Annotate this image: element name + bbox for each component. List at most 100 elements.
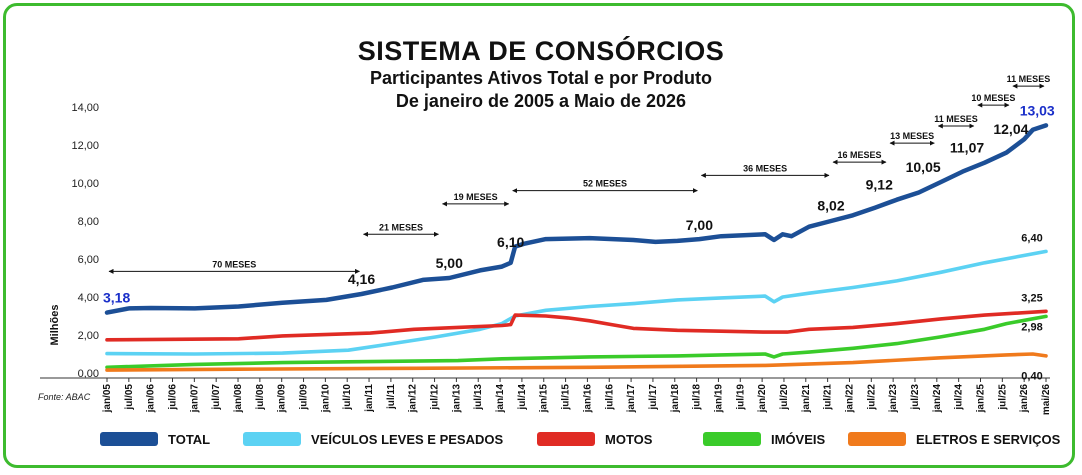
legend-label: TOTAL — [168, 431, 211, 447]
x-tick-label: jan/25 — [975, 384, 986, 414]
y-tick-label: 10,00 — [71, 178, 99, 190]
y-tick-label: 6,00 — [78, 254, 99, 266]
x-tick-label: jan/20 — [757, 384, 768, 414]
x-tick-label: jul/09 — [299, 384, 310, 411]
legend-item: ELETROS E SERVIÇOS — [848, 428, 1060, 450]
x-tick-label: jan/18 — [670, 384, 681, 414]
series-line-4 — [105, 352, 1048, 372]
x-tick-label: jan/11 — [364, 384, 375, 413]
total-value-label: 11,07 — [950, 140, 984, 156]
total-value-label: 12,04 — [993, 121, 1028, 137]
total-value-label: 4,16 — [348, 271, 375, 287]
x-tick-label: jul/23 — [910, 384, 921, 411]
x-tick-label: jan/15 — [539, 384, 550, 414]
x-tick-label: jan/26 — [1019, 384, 1030, 414]
period-label: 11 MESES — [1007, 74, 1051, 84]
chart-date-range: De janeiro de 2005 a Maio de 2026 — [395, 91, 687, 111]
total-value-label: 7,00 — [686, 217, 713, 233]
chart-title: SISTEMA DE CONSÓRCIOS — [357, 36, 725, 66]
legend-swatch — [703, 432, 761, 446]
series-end-label: 6,40 — [1021, 232, 1042, 244]
legend-label: MOTOS — [605, 431, 653, 447]
x-tick-label: mai/26 — [1041, 384, 1052, 416]
total-value-label: 6,10 — [497, 234, 524, 250]
x-tick-label: jan/24 — [932, 384, 943, 414]
x-tick-label: jan/13 — [451, 384, 462, 414]
x-tick-label: jul/17 — [648, 384, 659, 411]
legend-swatch — [848, 432, 906, 446]
series-end-label: 0,40 — [1021, 370, 1042, 382]
x-tick-label: jan/06 — [146, 384, 157, 414]
y-tick-label: 14,00 — [71, 102, 99, 114]
legend-item: MOTOS — [537, 428, 652, 450]
period-label: 36 MESES — [743, 163, 787, 173]
x-tick-label: jan/21 — [801, 384, 812, 414]
x-tick-label: jul/25 — [997, 384, 1008, 411]
legend-swatch — [537, 432, 595, 446]
y-tick-label: 0,00 — [78, 368, 99, 380]
x-tick-label: jan/12 — [408, 384, 419, 414]
x-tick-label: jan/14 — [495, 384, 506, 414]
series-line-1 — [105, 249, 1048, 356]
series-line-2 — [105, 309, 1048, 342]
x-tick-label: jan/05 — [102, 384, 113, 414]
total-value-label: 8,02 — [817, 198, 844, 214]
legend-item: TOTAL — [100, 428, 210, 450]
total-value-label: 9,12 — [866, 177, 893, 193]
x-tick-label: jul/07 — [211, 384, 222, 411]
x-tick-label: jan/10 — [320, 384, 331, 414]
x-tick-label: jan/16 — [582, 384, 593, 414]
x-tick-label: jul/06 — [168, 384, 179, 411]
x-tick-label: jul/05 — [124, 384, 135, 411]
x-tick-label: jul/15 — [561, 384, 572, 411]
x-tick-label: jul/21 — [823, 384, 834, 411]
y-tick-label: 4,00 — [78, 292, 99, 304]
series-line-0 — [104, 123, 1049, 315]
y-tick-label: 2,00 — [78, 330, 99, 342]
total-value-label: 3,18 — [103, 290, 130, 306]
total-value-label: 10,05 — [906, 159, 941, 175]
series-line-3 — [105, 314, 1048, 370]
x-tick-label: jul/20 — [779, 384, 790, 411]
period-label: 11 MESES — [934, 114, 978, 124]
y-tick-label: 8,00 — [78, 216, 99, 228]
legend-item: IMÓVEIS — [703, 428, 825, 450]
x-tick-label: jan/08 — [233, 384, 244, 414]
legend-label: ELETROS E SERVIÇOS — [916, 431, 1061, 447]
x-tick-label: jul/22 — [866, 384, 877, 411]
period-label: 19 MESES — [454, 192, 498, 202]
x-tick-label: jan/17 — [626, 384, 637, 414]
legend-item: VEÍCULOS LEVES E PESADOS — [243, 428, 503, 450]
period-label: 10 MESES — [971, 93, 1015, 103]
period-label: 52 MESES — [583, 179, 627, 189]
x-tick-label: jul/10 — [342, 384, 353, 411]
x-tick-label: jul/18 — [692, 384, 703, 411]
chart-legend: TOTAL VEÍCULOS LEVES E PESADOS MOTOS IMÓVEI… — [100, 428, 1060, 450]
period-label: 16 MESES — [838, 150, 882, 160]
x-tick-label: jul/16 — [604, 384, 615, 411]
source-note: Fonte: ABAC — [38, 392, 91, 402]
chart-frame — [3, 3, 1075, 468]
period-label: 70 MESES — [212, 259, 256, 269]
total-value-label: 5,00 — [436, 255, 463, 271]
x-tick-label: jan/09 — [277, 384, 288, 414]
chart-subtitle: Participantes Ativos Total e por Produto — [369, 68, 713, 88]
total-value-label: 13,03 — [1020, 102, 1055, 118]
x-tick-label: jul/13 — [473, 384, 484, 411]
legend-swatch — [100, 432, 158, 446]
x-tick-label: jul/24 — [954, 384, 965, 411]
legend-swatch — [243, 432, 301, 446]
legend-label: VEÍCULOS LEVES E PESADOS — [311, 431, 504, 447]
x-tick-label: jul/08 — [255, 384, 266, 411]
x-tick-label: jan/19 — [713, 384, 724, 414]
x-tick-label: jul/12 — [430, 384, 441, 411]
legend-label: IMÓVEIS — [771, 431, 826, 447]
x-tick-label: jan/07 — [189, 384, 200, 414]
x-tick-label: jul/14 — [517, 384, 528, 411]
period-label: 13 MESES — [890, 131, 934, 141]
period-label: 21 MESES — [379, 222, 423, 232]
x-tick-label: jan/23 — [888, 384, 899, 414]
series-end-label: 2,98 — [1021, 321, 1042, 333]
x-tick-label: jul/19 — [735, 384, 746, 411]
